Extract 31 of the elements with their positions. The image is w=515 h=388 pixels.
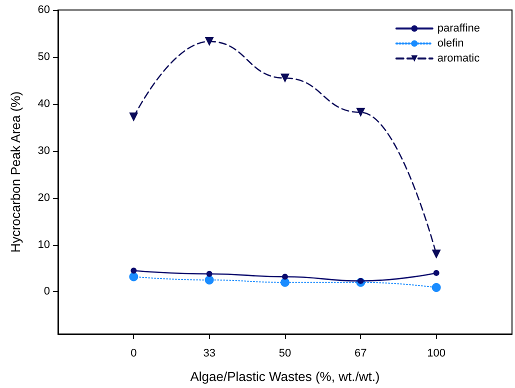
point	[432, 250, 441, 259]
x-tick-label: 50	[278, 348, 292, 360]
point	[280, 74, 290, 83]
y-tick-label: 10	[38, 238, 50, 251]
y-tick-label: 60	[38, 4, 50, 16]
y-tick-label: 50	[38, 50, 50, 63]
y-axis-title: Hycrocarbon Peak Area (%)	[8, 91, 23, 253]
legend-label: olefin	[437, 38, 464, 50]
point	[129, 272, 138, 282]
point	[358, 278, 364, 284]
point	[204, 36, 214, 46]
point	[130, 268, 137, 274]
x-tick-label: 0	[130, 348, 137, 360]
y-tick-label: 30	[38, 144, 50, 157]
point	[206, 270, 212, 277]
y-tick-label: 40	[38, 98, 50, 110]
x-tick-label: 33	[203, 348, 216, 360]
point	[204, 276, 214, 284]
point	[433, 270, 440, 276]
legend-label: paraffine	[437, 22, 480, 34]
point	[280, 278, 290, 287]
x-tick-label: 67	[354, 348, 367, 360]
y-tick-label: 20	[38, 192, 50, 204]
legend-label: aromatic	[437, 52, 480, 64]
point	[282, 274, 288, 280]
x-tick-label: 100	[427, 348, 446, 360]
point	[432, 283, 441, 292]
point	[356, 108, 366, 117]
y-tick-label: 0	[44, 286, 50, 298]
point	[129, 112, 138, 122]
x-axis-title: Algae/Plastic Wastes (%, wt./wt.)	[190, 369, 380, 384]
